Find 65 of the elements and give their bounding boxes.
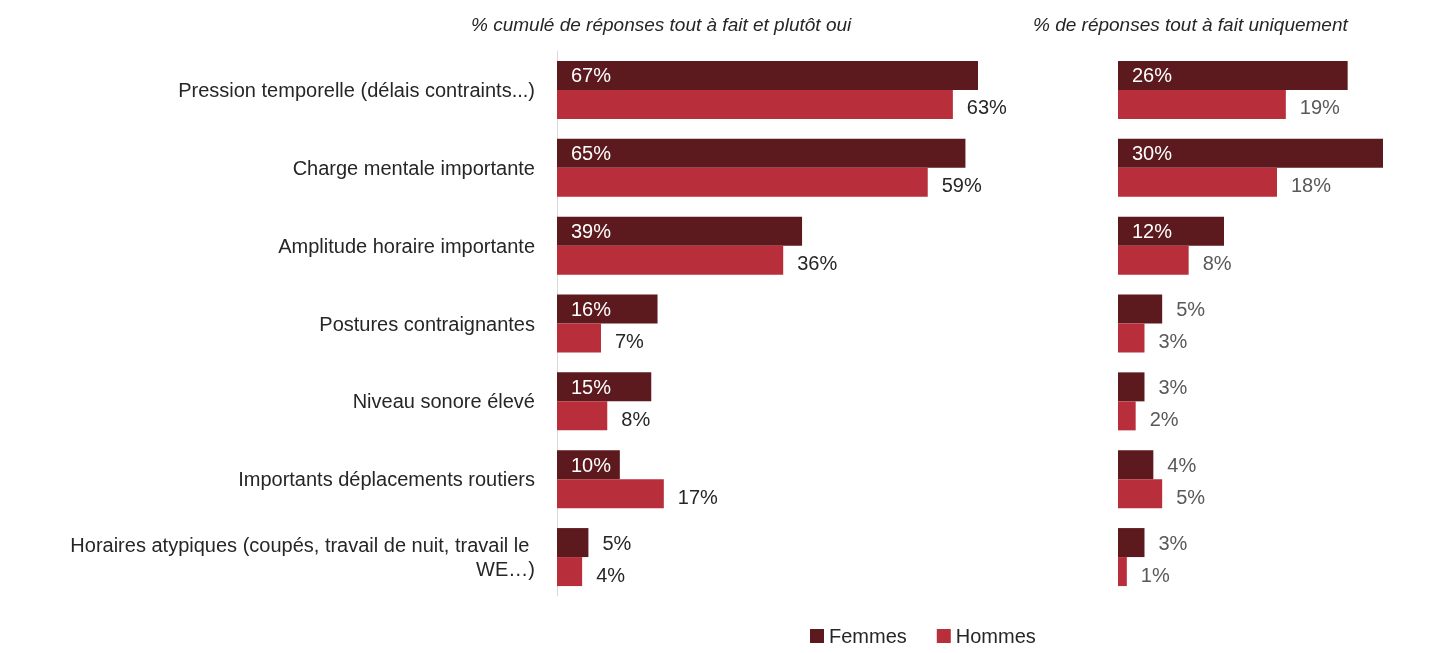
bar <box>1118 372 1145 402</box>
data-label: 5% <box>1176 298 1206 320</box>
bar <box>557 323 601 353</box>
bar <box>1118 138 1383 168</box>
data-label: 36% <box>797 252 838 275</box>
data-label: 3% <box>1158 375 1188 398</box>
bar <box>557 216 803 246</box>
bar <box>557 557 583 587</box>
legend-label: Hommes <box>955 625 1036 647</box>
data-label: 59% <box>941 174 982 197</box>
y-tick-label: Amplitude horaire importante <box>278 234 535 257</box>
data-label: 65% <box>571 142 612 165</box>
bar <box>1118 294 1163 324</box>
data-label: 5% <box>1176 485 1206 508</box>
data-label: 15% <box>571 375 612 398</box>
data-label: 19% <box>1299 96 1341 119</box>
y-tick-label: Horaires atypiques (coupés, travail de nuit, travail le WE…) <box>70 534 535 581</box>
bar <box>1118 323 1145 353</box>
bar <box>557 245 784 275</box>
y-tick-label: Niveau sonore élevé <box>352 390 535 413</box>
data-label: 8% <box>621 407 651 430</box>
bar <box>1118 479 1163 509</box>
bar <box>1118 89 1286 119</box>
bar <box>1118 401 1136 431</box>
bar <box>1118 557 1127 587</box>
bar <box>557 60 978 90</box>
chart-title: % de réponses tout à fait uniquement <box>1033 14 1349 35</box>
data-label: 5% <box>602 531 632 554</box>
data-label: 2% <box>1149 407 1179 430</box>
data-label: 39% <box>571 220 612 243</box>
data-label: 1% <box>1140 563 1170 586</box>
data-label: 3% <box>1158 531 1188 554</box>
data-label: 67% <box>571 64 612 87</box>
data-label: 30% <box>1132 142 1173 165</box>
data-label: 12% <box>1132 220 1173 243</box>
bar <box>557 294 658 324</box>
bar <box>1118 167 1277 197</box>
y-tick-label: Charge mentale importante <box>292 156 535 179</box>
y-tick-label: Pression temporelle (délais contraints...) <box>178 78 535 101</box>
bar <box>557 479 664 509</box>
bar <box>557 89 953 119</box>
data-label: 7% <box>614 330 645 352</box>
bar <box>1118 450 1154 480</box>
data-label: 17% <box>677 485 719 508</box>
data-label: 4% <box>596 563 626 586</box>
bar <box>557 528 589 558</box>
chart-title: % cumulé de réponses tout à fait et plutôt oui <box>471 14 853 35</box>
bar <box>1118 60 1348 90</box>
data-label: 8% <box>1202 252 1232 275</box>
bar <box>1118 245 1189 275</box>
legend-label: Femmes <box>829 625 907 647</box>
y-tick-label: Postures contraignantes <box>319 312 535 335</box>
bar <box>557 401 608 431</box>
data-label: 18% <box>1291 174 1332 197</box>
data-label: 3% <box>1158 330 1188 352</box>
bar <box>557 167 928 197</box>
bar <box>1118 528 1145 558</box>
y-tick-label: Importants déplacements routiers <box>238 468 535 491</box>
bar <box>1118 216 1224 246</box>
data-label: 26% <box>1132 64 1173 87</box>
data-label: 16% <box>571 298 612 320</box>
data-label: 10% <box>571 453 612 476</box>
data-label: 63% <box>966 96 1008 119</box>
bar <box>557 138 966 168</box>
data-label: 4% <box>1167 453 1197 476</box>
